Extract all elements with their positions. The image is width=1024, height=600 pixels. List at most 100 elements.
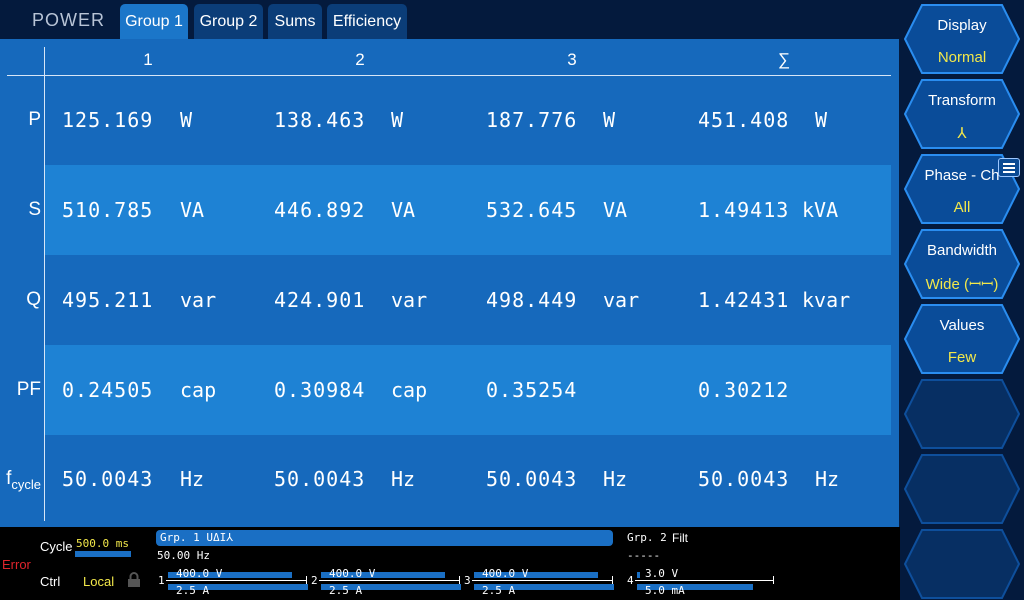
transform-label: Transform [928, 92, 996, 109]
cell-value: 187.776 [486, 108, 578, 132]
app-title: POWER [32, 10, 106, 30]
cell-unit: cap [180, 378, 217, 402]
cell-unit: W [603, 108, 616, 132]
row-label-p: P [28, 109, 41, 130]
cell-value: 50.0043 [62, 467, 154, 491]
cell-unit: Hz [603, 467, 628, 491]
channel-3-voltage: 400.0 V [482, 567, 529, 580]
channel-4-ruler-end [773, 576, 774, 584]
cell-unit: kvar [802, 288, 851, 312]
cycle-bar [75, 551, 131, 557]
tab-group-2[interactable]: Group 2 [194, 4, 263, 39]
softkey-shape [904, 229, 1020, 299]
tab-sums[interactable]: Sums [268, 4, 322, 39]
channel-2-number: 2 [311, 574, 318, 587]
phase-ch-value: All [953, 199, 971, 216]
column-header-3: 3 [567, 50, 577, 69]
channel-4-number: 4 [627, 574, 634, 587]
channel-3-current: 2.5 A [482, 584, 516, 597]
channel-2-u-bar [321, 572, 445, 578]
transform-button[interactable]: Transform ⅄ [904, 79, 1020, 149]
group1-header[interactable]: Grp. 1 UΔI⅄ [156, 530, 613, 546]
cell-unit: VA [603, 198, 628, 222]
channel-3-ruler [472, 580, 613, 581]
bandwidth-label: Bandwidth [926, 242, 998, 259]
empty-softkey-7[interactable] [904, 454, 1020, 524]
cycle-value: 500.0 ms [76, 537, 129, 550]
cell-unit: W [815, 108, 828, 132]
group2-filter: Filt [672, 531, 688, 545]
phase-ch-button[interactable]: Phase - Ch All [904, 154, 1020, 224]
cell-value: 50.0043 [486, 467, 578, 491]
channel-4-u-bar [637, 572, 640, 578]
cell-unit: Hz [815, 467, 840, 491]
channel-2-ruler [319, 580, 460, 581]
tab-group-1[interactable]: Group 1 [120, 4, 188, 39]
status-bar: Error Cycle 500.0 ms Ctrl Local Grp. 1 U… [0, 527, 900, 600]
softkey-shape [904, 529, 1020, 599]
channel-3-i-bar [474, 584, 614, 590]
softkey-shape [904, 454, 1020, 524]
cell-value: 0.30212 [698, 378, 790, 402]
column-header-1: 1 [143, 50, 153, 69]
cell-value: 0.24505 [62, 378, 154, 402]
cell-value: 446.892 [274, 198, 366, 222]
channel-1-ruler [166, 580, 307, 581]
cell-unit: VA [180, 198, 205, 222]
group1-frequency: 50.00 Hz [157, 549, 210, 562]
row-label-q: Q [26, 289, 41, 310]
display-value: Normal [937, 49, 987, 66]
channel-2-i-bar [321, 584, 461, 590]
group2-dashes: ----- [627, 549, 661, 562]
softkey-shape [904, 79, 1020, 149]
values-button[interactable]: Values Few [904, 304, 1020, 374]
cell-unit: Hz [180, 467, 205, 491]
cell-unit: var [603, 288, 640, 312]
channel-1-i-bar [168, 584, 308, 590]
group2-title: Grp. 2 [627, 531, 667, 544]
cell-value: 510.785 [62, 198, 154, 222]
cell-value: 138.463 [274, 108, 366, 132]
group1-title: Grp. 1 UΔI⅄ [160, 531, 233, 544]
channel-1-voltage: 400.0 V [176, 567, 223, 580]
display-button[interactable]: Display Normal [904, 4, 1020, 74]
cell-value: 424.901 [274, 288, 366, 312]
softkey-shape [904, 154, 1020, 224]
empty-softkey-6[interactable] [904, 379, 1020, 449]
bandwidth-button[interactable]: Bandwidth Wide (ꟷꟷ) [904, 229, 1020, 299]
channel-2-voltage: 400.0 V [329, 567, 376, 580]
channel-4-voltage: 3.0 V [645, 567, 679, 580]
cell-unit: var [391, 288, 428, 312]
column-header-2: 2 [355, 50, 365, 69]
cell-value: 0.35254 [486, 378, 578, 402]
display-label: Display [937, 17, 987, 34]
softkey-shape [904, 4, 1020, 74]
cell-unit: W [180, 108, 193, 132]
header-divider [7, 75, 891, 76]
empty-softkey-8[interactable] [904, 529, 1020, 599]
channel-3-u-bar [474, 572, 598, 578]
tab-efficiency[interactable]: Efficiency [327, 4, 407, 39]
row-label-pf: PF [16, 379, 41, 400]
table-row-pf [45, 345, 891, 435]
phase-ch-label: Phase - Ch [924, 167, 1000, 184]
channel-2-ruler-end [459, 576, 460, 584]
transform-value: ⅄ [957, 125, 967, 142]
cell-value: 451.408 [698, 108, 790, 132]
measurement-table [0, 39, 899, 527]
cycle-label: Cycle [40, 539, 73, 554]
cell-value: 495.211 [62, 288, 154, 312]
row-label-s: S [28, 199, 41, 220]
cell-unit: cap [391, 378, 428, 402]
cell-value: 0.30984 [274, 378, 366, 402]
row-bg [45, 165, 891, 255]
cell-value: 532.645 [486, 198, 578, 222]
cell-unit: var [180, 288, 217, 312]
top-bar: POWER Group 1 Group 2 Sums Efficiency [0, 0, 900, 40]
cell-unit: W [391, 108, 404, 132]
channel-4-i-bar [637, 584, 753, 590]
list-icon[interactable] [998, 158, 1020, 177]
values-value: Few [947, 349, 977, 366]
channel-1-number: 1 [158, 574, 165, 587]
channel-1-ruler-end [306, 576, 307, 584]
